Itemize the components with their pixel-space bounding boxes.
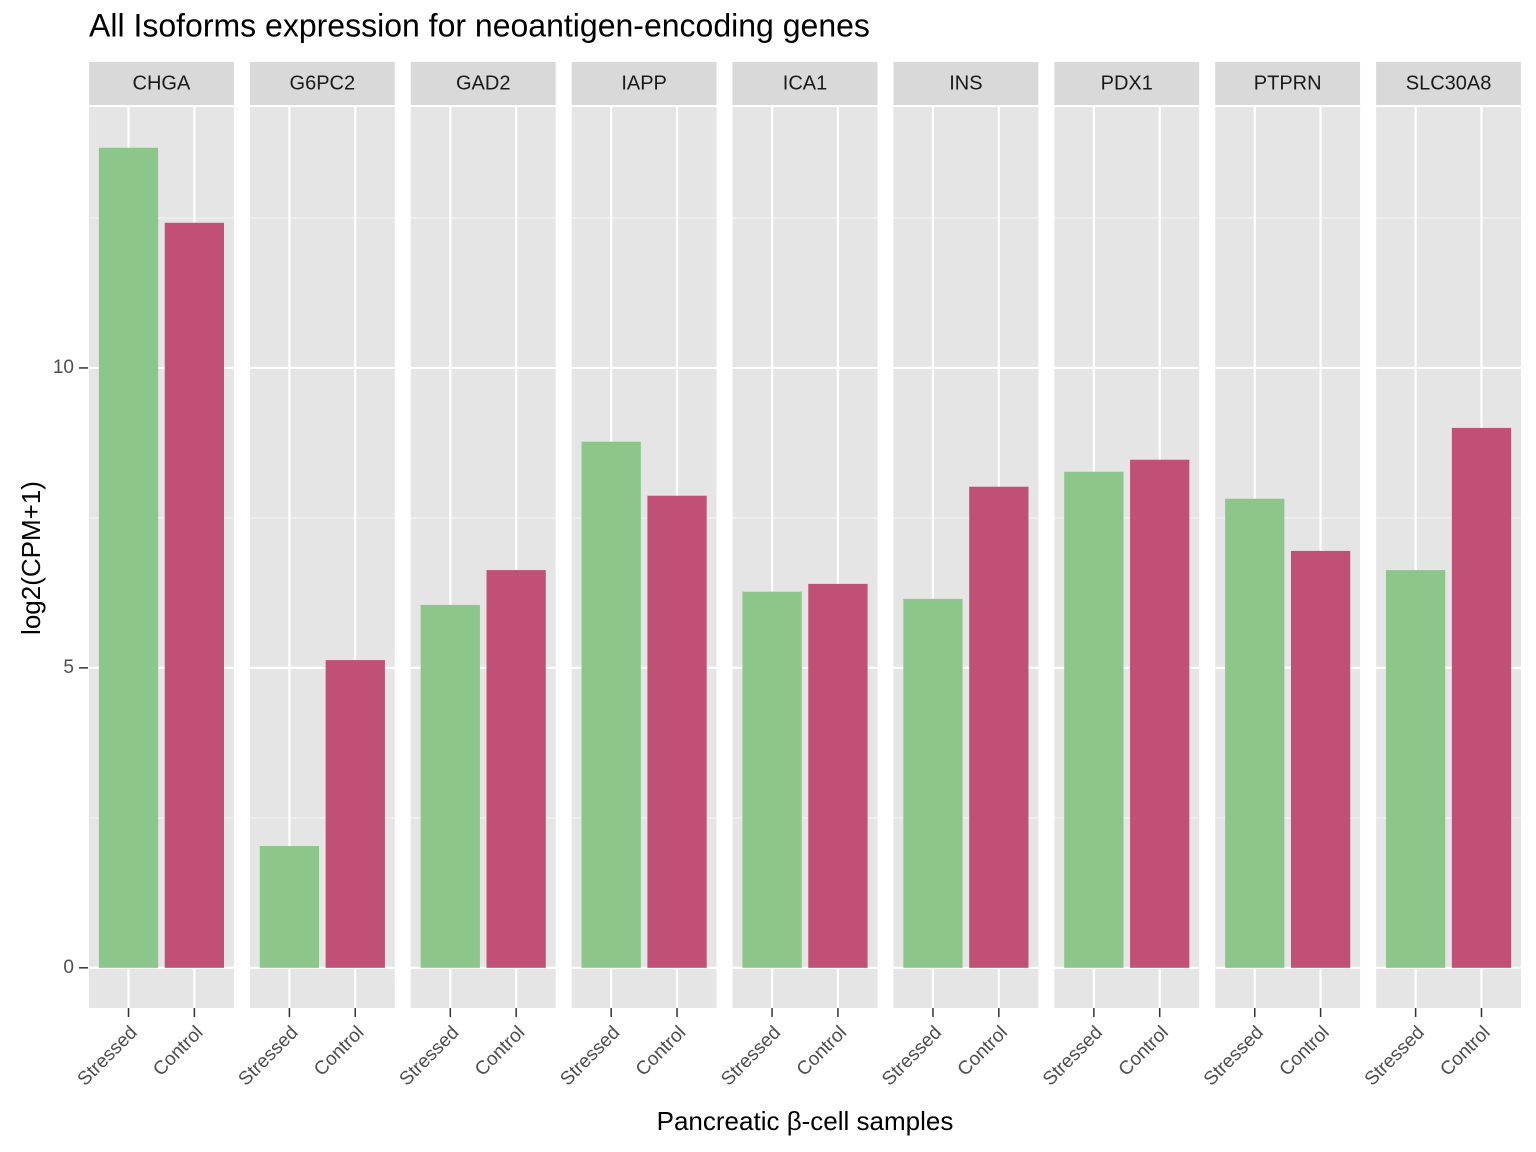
x-tick-label: Control (793, 1022, 851, 1080)
strip-label: PDX1 (1101, 72, 1153, 94)
strip-background (1054, 62, 1200, 105)
x-tick-label: Stressed (396, 1022, 464, 1090)
strip-background (571, 62, 717, 105)
bar (486, 570, 546, 968)
bar (969, 486, 1029, 968)
bar (164, 222, 225, 968)
strip-background (732, 62, 878, 105)
bar (808, 583, 868, 968)
x-tick-label: Control (1436, 1022, 1494, 1080)
x-tick-label: Control (954, 1022, 1012, 1080)
strip-label: PTPRN (1254, 72, 1322, 94)
x-tick-label: Stressed (1039, 1022, 1107, 1090)
bar (325, 660, 385, 968)
bar (259, 846, 320, 968)
x-tick-label: Control (1276, 1022, 1334, 1080)
bar (1451, 427, 1512, 968)
strip-background (1215, 62, 1361, 105)
x-axis-title: Pancreatic β-cell samples (657, 1106, 954, 1136)
strip-background (410, 62, 556, 105)
bar (1064, 471, 1124, 968)
y-tick-label: 5 (63, 657, 74, 678)
x-tick-label: Control (632, 1022, 690, 1080)
strip-label: CHGA (133, 72, 191, 94)
bar (742, 591, 802, 968)
x-tick-label: Stressed (556, 1022, 624, 1090)
bar (98, 147, 159, 968)
x-tick-label: Stressed (1361, 1022, 1429, 1090)
x-tick-label: Control (471, 1022, 529, 1080)
strip-label: INS (949, 72, 982, 94)
bar (647, 495, 707, 968)
bar (1290, 550, 1351, 968)
strip-background (893, 62, 1039, 105)
bar (420, 604, 480, 968)
x-tick-label: Stressed (1200, 1022, 1268, 1090)
bar (1225, 498, 1285, 968)
strip-label: G6PC2 (290, 72, 356, 94)
y-tick-label: 0 (63, 957, 74, 978)
strip-label: GAD2 (456, 72, 510, 94)
x-tick-label: Stressed (717, 1022, 785, 1090)
x-tick-label: Stressed (878, 1022, 946, 1090)
strip-label: SLC30A8 (1406, 72, 1492, 94)
x-tick-label: Control (310, 1022, 368, 1080)
y-axis-title: log2(CPM+1) (16, 481, 46, 635)
bar (581, 441, 641, 968)
bar (1385, 570, 1446, 968)
x-tick-label: Control (149, 1022, 207, 1080)
strip-background (89, 62, 234, 105)
strip-background (249, 62, 395, 105)
strip-label: ICA1 (783, 72, 827, 94)
bar (1130, 459, 1190, 968)
x-tick-label: Stressed (235, 1022, 303, 1090)
chart-title: All Isoforms expression for neoantigen-e… (89, 7, 870, 43)
y-tick-label: 10 (53, 357, 74, 378)
strip-background (1376, 62, 1521, 105)
strip-label: IAPP (621, 72, 667, 94)
x-tick-label: Control (1115, 1022, 1173, 1080)
x-tick-label: Stressed (74, 1022, 142, 1090)
bar (903, 598, 963, 968)
